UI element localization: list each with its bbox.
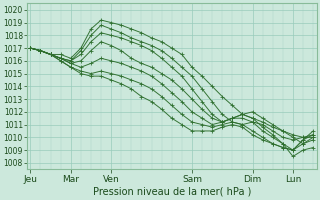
X-axis label: Pression niveau de la mer( hPa ): Pression niveau de la mer( hPa ) [92,187,251,197]
